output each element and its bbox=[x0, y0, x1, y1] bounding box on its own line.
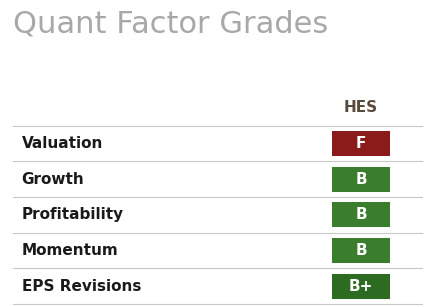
Text: Valuation: Valuation bbox=[22, 136, 103, 151]
FancyBboxPatch shape bbox=[331, 131, 390, 156]
FancyBboxPatch shape bbox=[331, 274, 390, 299]
Text: B: B bbox=[355, 208, 366, 222]
Text: EPS Revisions: EPS Revisions bbox=[22, 279, 141, 293]
FancyBboxPatch shape bbox=[331, 167, 390, 192]
Text: Profitability: Profitability bbox=[22, 208, 124, 222]
Text: B+: B+ bbox=[348, 279, 372, 293]
FancyBboxPatch shape bbox=[331, 202, 390, 227]
Text: Quant Factor Grades: Quant Factor Grades bbox=[13, 9, 328, 38]
Text: Growth: Growth bbox=[22, 172, 84, 187]
FancyBboxPatch shape bbox=[331, 238, 390, 263]
Text: B: B bbox=[355, 172, 366, 187]
Text: F: F bbox=[355, 136, 365, 151]
Text: B: B bbox=[355, 243, 366, 258]
Text: Momentum: Momentum bbox=[22, 243, 118, 258]
Text: HES: HES bbox=[343, 100, 377, 115]
